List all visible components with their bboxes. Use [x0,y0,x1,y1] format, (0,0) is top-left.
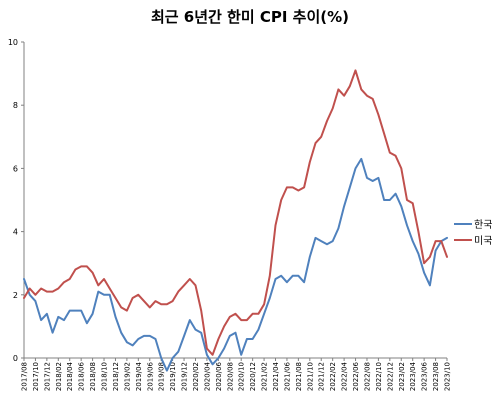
y-tick-label: 4 [13,228,18,237]
x-tick-label: 2022/06 [352,361,360,391]
x-tick-label: 2019/08 [158,362,166,391]
x-tick-label: 2022/12 [386,362,394,391]
x-tick-label: 2021/06 [283,361,291,391]
x-tick-label: 2019/02 [123,362,131,391]
x-tick-label: 2019/10 [169,362,177,391]
x-tick-label: 2022/10 [375,362,383,391]
x-tick-label: 2021/10 [306,362,314,391]
x-tick-label: 2021/02 [261,362,269,391]
x-tick-label: 2018/04 [66,361,74,391]
x-tick-label: 2023/04 [409,361,417,391]
x-tick-label: 2018/10 [101,362,109,391]
x-tick-label: 2023/08 [432,362,440,391]
series-layer [23,69,448,372]
x-tick-label: 2020/12 [249,362,257,391]
x-tick-label: 2017/12 [43,362,51,391]
x-tick-label: 2018/02 [55,362,63,391]
y-tick-label: 0 [13,354,18,363]
x-tick-label: 2022/02 [329,362,337,391]
x-tick-label: 2021/12 [318,362,326,391]
x-tick-label: 2018/12 [112,362,120,391]
x-tick-label: 2019/06 [146,361,154,391]
x-tick-label: 2021/08 [295,362,303,391]
x-tick-label: 2022/04 [341,361,349,391]
chart-title: 최근 6년간 한미 CPI 추이(%) [151,8,349,26]
x-tick-label: 2020/10 [238,362,246,391]
x-tick-label: 2022/08 [363,362,371,391]
x-tick-label: 2020/08 [226,362,234,391]
x-tick-label: 2018/08 [89,362,97,391]
x-tick-label: 2023/02 [398,362,406,391]
x-tick-label: 2017/08 [21,362,29,391]
legend-label-1: 한국 [474,219,492,231]
x-tick-label: 2020/04 [203,361,211,391]
x-tick-label: 2021/04 [272,361,280,391]
x-tick-label: 2019/04 [135,361,143,391]
y-tick-label: 8 [13,101,18,110]
y-tick-label: 2 [13,291,18,300]
x-tick-label: 2018/06 [78,361,86,391]
series-line-2 [23,69,448,356]
x-tick-label: 2020/06 [215,361,223,391]
x-tick-label: 2023/06 [421,361,429,391]
x-tick-label: 2023/10 [444,362,452,391]
series-line-1 [23,157,448,372]
x-tick-label: 2017/10 [32,362,40,391]
y-tick-label: 10 [8,38,18,47]
x-tick-label: 2020/02 [192,362,200,391]
y-tick-label: 6 [13,164,18,173]
legend-label-2: 미국 [474,235,492,247]
x-tick-label: 2019/12 [181,362,189,391]
